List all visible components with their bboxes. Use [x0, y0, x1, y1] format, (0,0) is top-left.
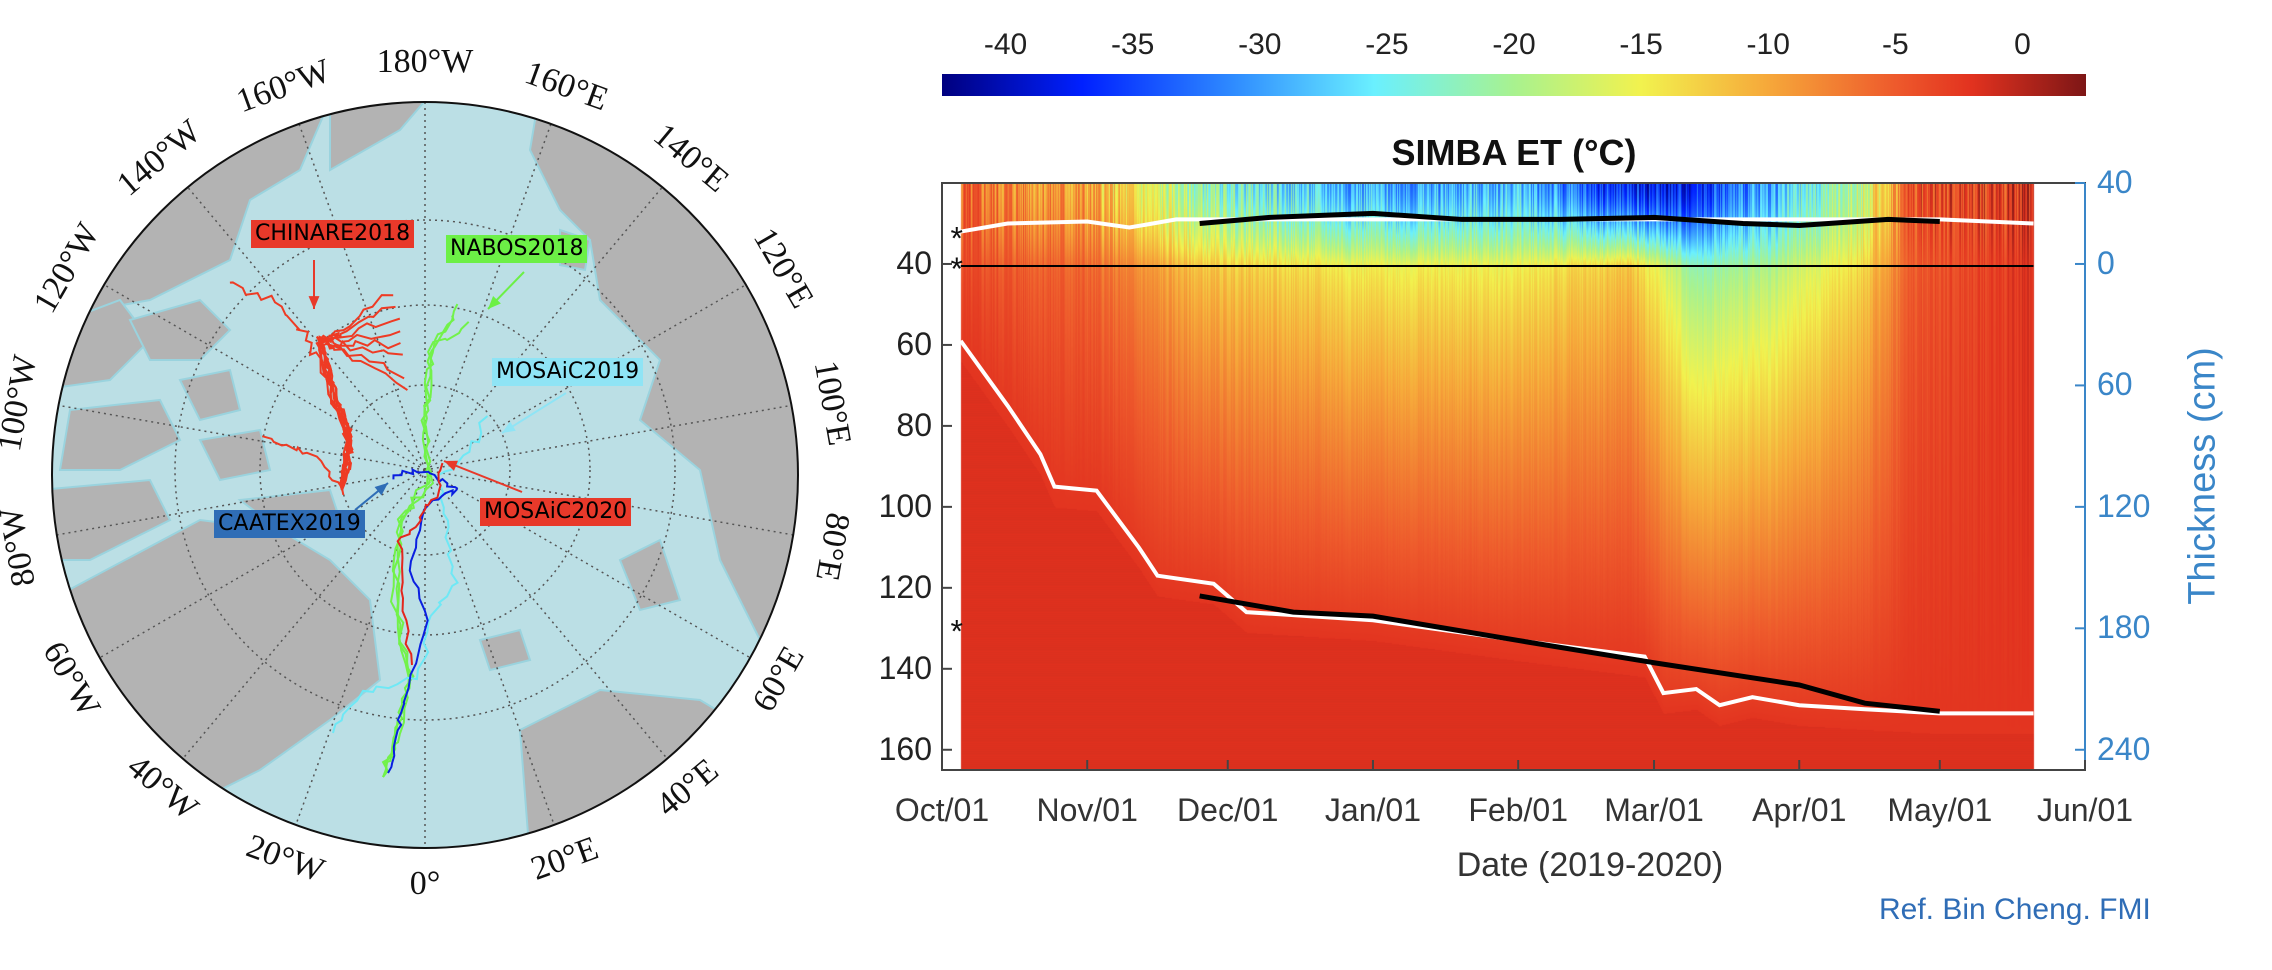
x-tick-label: Apr/01	[1752, 792, 1847, 828]
meridian-line	[424, 147, 696, 471]
latitude-circle	[259, 304, 591, 636]
x-tick-label: Dec/01	[1177, 792, 1279, 828]
heatmap-plot	[942, 183, 2086, 771]
meridian-line	[424, 469, 790, 681]
y-left-tick-label: 120	[878, 568, 932, 605]
meridian-line	[60, 469, 426, 681]
arrow-head-icon	[444, 460, 458, 471]
meridian-line	[424, 396, 798, 471]
y-left-tick-label: 160	[878, 730, 932, 767]
x-tick-label: Jan/01	[1324, 792, 1421, 828]
campaign-label-mosaic2020: MOSAiC2020	[480, 498, 632, 526]
land-mass	[58, 398, 182, 471]
arctic-map: 180°W160°W140°W120°W100°W80°W60°W40°W20°…	[0, 43, 858, 902]
reference-text: Ref. Bin Cheng. FMI	[1879, 893, 2151, 926]
map-frame	[51, 101, 799, 849]
longitude-label: 80°E	[808, 510, 856, 584]
chinare2018-track	[229, 281, 353, 471]
colorbar-tick: -15	[1619, 28, 1663, 61]
latitude-circle	[174, 219, 676, 721]
y-left-tick-label: 100	[878, 487, 932, 524]
land-mass	[329, 102, 433, 172]
land-mass	[128, 298, 232, 361]
mosaic2020-track	[396, 462, 444, 666]
nabos2018-track	[382, 321, 470, 778]
land-mass	[618, 538, 682, 612]
mosaic2019-track	[332, 415, 489, 734]
colorbar-tick: -25	[1365, 28, 1409, 61]
longitude-label: 80°W	[0, 503, 43, 589]
longitude-label: 100°W	[0, 351, 44, 454]
x-tick-label: Feb/01	[1468, 792, 1568, 828]
colorbar-tick: -35	[1110, 28, 1155, 61]
campaign-label-nabos2018: NABOS2018	[446, 235, 588, 263]
y-left-tick-label: 40	[896, 244, 932, 281]
longitude-label: 100°E	[807, 358, 858, 449]
meridian-line	[424, 469, 570, 848]
meridian-line	[424, 469, 696, 793]
land-mass	[478, 628, 532, 672]
x-tick-label: Mar/01	[1604, 792, 1704, 828]
colorbar-tick: -30	[1238, 28, 1282, 61]
colorbar-tick: -20	[1492, 28, 1536, 61]
campaign-label-chinare2018: CHINARE2018	[251, 220, 415, 248]
pointer-arrow	[443, 460, 523, 493]
x-axis-label: Date (2019-2020)	[1456, 846, 1724, 884]
chinare2018-track	[315, 337, 403, 491]
caatex2019-track	[387, 467, 458, 774]
colorbar	[942, 74, 2086, 96]
x-tick-label: May/01	[1887, 792, 1993, 828]
longitude-label: 180°W	[377, 43, 475, 80]
y-right-tick-label: 240	[2097, 730, 2151, 767]
y-right-tick-label: 180	[2097, 609, 2151, 646]
right-axis-label: Thickness (cm)	[2181, 347, 2224, 605]
arrow-head-icon	[374, 483, 388, 496]
meridian-line	[52, 396, 426, 471]
x-tick-label: Nov/01	[1036, 792, 1138, 828]
campaign-label-mosaic2019: MOSAiC2019	[492, 358, 644, 386]
colorbar-tick: 0	[2014, 28, 2031, 61]
arrow-head-icon	[488, 295, 501, 309]
longitude-label: 160°E	[520, 54, 613, 118]
colorbar-tick: -40	[983, 28, 1028, 61]
y-right-tick-label: 120	[2097, 487, 2151, 524]
land-mass	[178, 368, 242, 422]
meridian-line	[154, 469, 426, 793]
colorbar-tick: -10	[1746, 28, 1790, 61]
meridian-line	[52, 469, 426, 544]
y-left-tick-label: 80	[896, 406, 932, 443]
meridian-line	[424, 102, 570, 471]
arrow-head-icon	[502, 421, 516, 433]
chinare2018-track	[320, 337, 408, 491]
land-mass	[198, 428, 272, 482]
y-left-tick-label: 140	[878, 649, 932, 686]
meridian-line	[60, 259, 426, 471]
x-tick-label: Oct/01	[894, 792, 990, 828]
longitude-label: 60°E	[745, 640, 811, 718]
y-right-tick-label: 40	[2097, 164, 2133, 200]
meridian-line	[280, 469, 426, 848]
meridian-line	[280, 102, 426, 471]
y-left-tick-label: 60	[896, 325, 932, 362]
longitude-label: 20°E	[526, 830, 603, 888]
meridian-line	[424, 469, 798, 544]
longitude-label: 160°W	[232, 52, 336, 120]
longitude-label: 0°	[410, 865, 441, 902]
x-tick-label: Jun/01	[2036, 792, 2134, 828]
chinare2018-track	[318, 330, 401, 491]
y-right-tick-label: 0	[2097, 244, 2115, 281]
campaign-label-caatex2019: CAATEX2019	[214, 510, 365, 538]
chinare2018-track	[261, 435, 345, 496]
meridian-line	[154, 147, 426, 471]
y-right-tick-label: 60	[2097, 366, 2133, 403]
land-mass	[52, 478, 172, 561]
colorbar-tick: -5	[1881, 28, 1909, 61]
longitude-label: 120°E	[746, 222, 821, 314]
chart-title: SIMBA ET (°C)	[1391, 132, 1637, 173]
longitude-label: 20°W	[242, 828, 330, 890]
arrow-head-icon	[308, 296, 320, 309]
